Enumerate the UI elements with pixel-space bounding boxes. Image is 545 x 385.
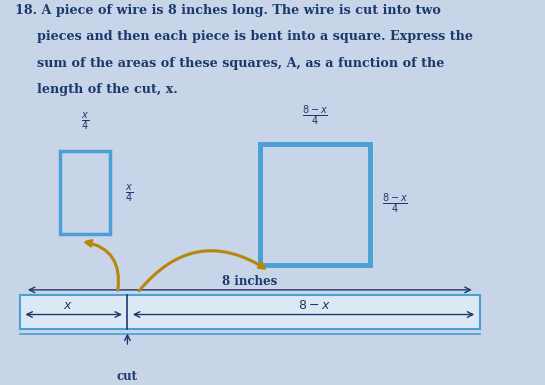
Text: $8-x$: $8-x$ bbox=[299, 299, 331, 312]
Bar bbox=[20, 295, 480, 329]
Text: sum of the areas of these squares, A, as a function of the: sum of the areas of these squares, A, as… bbox=[38, 57, 445, 70]
Text: $\frac{8-x}{4}$: $\frac{8-x}{4}$ bbox=[382, 192, 408, 216]
Text: 8 inches: 8 inches bbox=[222, 275, 277, 288]
Text: $\frac{8-x}{4}$: $\frac{8-x}{4}$ bbox=[302, 104, 328, 129]
Bar bbox=[60, 151, 110, 234]
Text: length of the cut, x.: length of the cut, x. bbox=[38, 83, 178, 96]
Bar bbox=[260, 144, 370, 264]
Text: 18. A piece of wire is 8 inches long. The wire is cut into two: 18. A piece of wire is 8 inches long. Th… bbox=[15, 4, 441, 17]
Text: $\frac{x}{4}$: $\frac{x}{4}$ bbox=[125, 182, 134, 204]
Text: cut: cut bbox=[117, 370, 138, 383]
Text: pieces and then each piece is bent into a square. Express the: pieces and then each piece is bent into … bbox=[38, 30, 474, 43]
Text: $\frac{x}{4}$: $\frac{x}{4}$ bbox=[81, 110, 89, 132]
Text: $x$: $x$ bbox=[63, 299, 72, 312]
